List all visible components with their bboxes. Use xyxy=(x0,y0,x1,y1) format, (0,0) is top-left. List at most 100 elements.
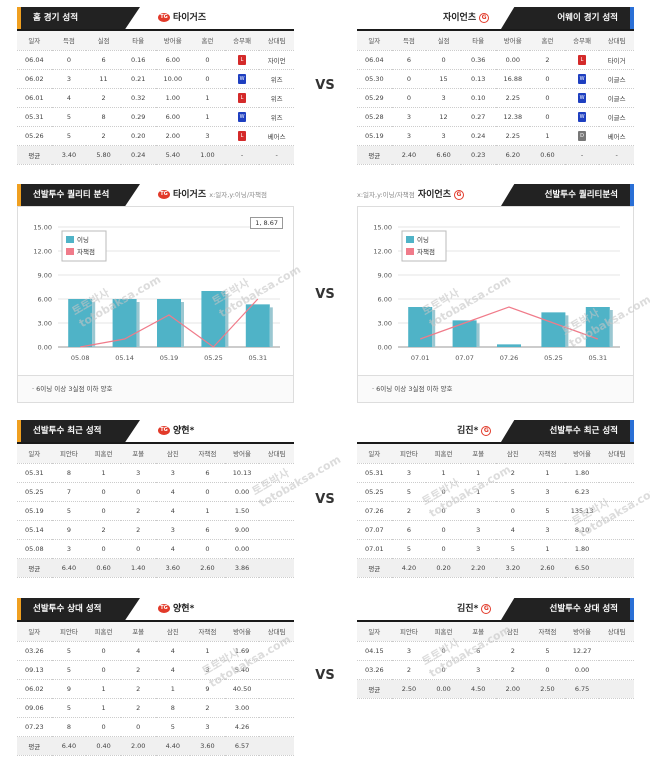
table-cell: D xyxy=(564,126,600,146)
table-cell xyxy=(599,660,634,680)
column-header: 피홈런 xyxy=(426,622,461,642)
table-cell: 4 xyxy=(155,641,191,661)
quality-panel-left: 선발투수 퀄리티 분석 TG 타이거즈 x:일자,y:이닝/자책점 0.00 3.0… xyxy=(17,184,294,403)
table-cell: 07.07 xyxy=(357,520,392,540)
table-cell: 0 xyxy=(495,501,531,521)
table-cell: 15 xyxy=(426,69,461,89)
table-cell: 6 xyxy=(190,520,225,540)
table-row: 05.31 5 8 0.29 6.00 1 W 위즈 xyxy=(17,107,294,127)
table-cell: 1 xyxy=(86,698,121,718)
table-cell: 6.60 xyxy=(426,145,461,165)
table-cell xyxy=(599,520,634,540)
table-cell: 09.06 xyxy=(17,698,52,718)
table-cell: 0 xyxy=(190,69,225,89)
chart-right-svg: 0.00 3.00 6.00 9.00 12.00 15.00 07.01 07.07 07.2… xyxy=(373,224,620,362)
table-cell: 3 xyxy=(460,539,496,559)
table-cell: 2 xyxy=(86,126,121,146)
table-cell: 0 xyxy=(86,641,121,661)
table-cell: 0 xyxy=(120,539,156,559)
table-cell: 0.00 xyxy=(224,482,260,502)
table-cell: 0 xyxy=(86,539,121,559)
table-cell: 3.60 xyxy=(155,558,191,578)
result-badge: L xyxy=(238,54,247,65)
y-tick-label: 6.00 xyxy=(38,296,52,304)
table-average-row: 평균 3.40 5.80 0.24 5.40 1.00- - xyxy=(17,145,294,165)
table-cell: 위즈 xyxy=(259,69,294,89)
panel-header: 선발투수 최근 성적 TG 양현* xyxy=(17,420,294,442)
table-cell: 0.40 xyxy=(86,736,121,756)
table-cell: 0 xyxy=(530,88,565,108)
column-header: 일자 xyxy=(17,31,52,51)
pitcher-recent-table-right: 일자 피안타 피홈런 포볼 삼진 자책점 방어율 상대팀 05.31 3 1 1 2 1 1.80 05.25… xyxy=(357,444,634,578)
column-header: 상대팀 xyxy=(599,31,634,51)
pitcher-name: 김진* G xyxy=(457,598,494,620)
column-header: 방어율 xyxy=(564,622,600,642)
table-cell: 3 xyxy=(391,641,427,661)
table-cell: 1 xyxy=(190,107,225,127)
column-header: 피안타 xyxy=(391,622,427,642)
table-cell xyxy=(259,641,294,661)
panel-header: 홈 경기 성적 TG 타이거즈 xyxy=(17,7,294,29)
table-cell: 0 xyxy=(426,660,461,680)
pitcher-recent-table-left: 일자 피안타 피홈런 포볼 삼진 자책점 방어율 상대팀 05.31 8 1 3 3 6 10.13 05.2… xyxy=(17,444,294,578)
table-cell: 0 xyxy=(426,482,461,502)
table-cell: 3.00 xyxy=(224,698,260,718)
column-header: 타율 xyxy=(460,31,496,51)
table-cell: 3 xyxy=(155,520,191,540)
table-cell: 3 xyxy=(460,660,496,680)
column-header: 방어율 xyxy=(224,622,260,642)
table-cell: 5 xyxy=(51,641,87,661)
quality-panel-right: x:일자,y:이닝/자책점 자이언츠 G 선발투수 퀄리티분석 0.00 3.00 6… xyxy=(357,184,634,403)
table-cell: 6.23 xyxy=(564,482,600,502)
table-row: 05.26 5 2 0.20 2.00 3 L 베어스 xyxy=(17,126,294,146)
table-cell: 03.26 xyxy=(357,660,392,680)
table-row: 07.23 8 0 0 5 3 4.26 xyxy=(17,717,294,737)
table-cell: 1 xyxy=(530,126,565,146)
table-cell: 8 xyxy=(51,463,87,483)
table-cell: 3.40 xyxy=(51,145,87,165)
column-header: 일자 xyxy=(357,444,392,464)
table-cell: 1 xyxy=(86,463,121,483)
column-header: 실점 xyxy=(426,31,461,51)
table-cell: 2 xyxy=(120,520,156,540)
legend-swatch-earned-runs xyxy=(66,248,74,255)
table-cell: 05.31 xyxy=(17,463,52,483)
column-header: 피안타 xyxy=(51,622,87,642)
bar-shadow xyxy=(476,323,480,347)
table-cell: 3 xyxy=(530,482,565,502)
table-header: 일자 피안타 피홈런 포볼 삼진 자책점 방어율 상대팀 xyxy=(357,444,634,464)
table-cell: W xyxy=(564,88,600,108)
team-name: TG 타이거즈 x:일자,y:이닝/자책점 xyxy=(155,184,267,206)
table-cell: 3 xyxy=(426,126,461,146)
table-cell: 9 xyxy=(51,520,87,540)
table-cell: 5 xyxy=(51,126,87,146)
x-tick-label: 05.31 xyxy=(588,354,607,362)
table-cell: 2 xyxy=(120,679,156,699)
table-header: 일자 득점 실점 타율 방어율 홈런 승무패 상대팀 xyxy=(17,31,294,51)
bar-shadow xyxy=(565,315,569,347)
table-cell: W xyxy=(224,107,260,127)
table-cell: 1 xyxy=(460,463,496,483)
table-cell: L xyxy=(564,50,600,70)
table-cell: 2 xyxy=(495,660,531,680)
pitcher-vs-panel-left: 선발투수 상대 성적 TG 양현* 일자 피안타 피홈런 포볼 삼진 자책점 방어율 상대팀 03… xyxy=(17,598,294,756)
table-cell: 0.60 xyxy=(530,145,565,165)
table-cell xyxy=(599,463,634,483)
panel-header: 자이언츠 G 어웨이 경기 성적 xyxy=(357,7,634,29)
table-cell: 0.27 xyxy=(460,107,496,127)
column-header: 방어율 xyxy=(495,31,531,51)
table-header: 일자 피안타 피홈런 포볼 삼진 자책점 방어율 상대팀 xyxy=(17,444,294,464)
table-cell: 2.40 xyxy=(391,145,427,165)
table-cell: 1 xyxy=(190,501,225,521)
column-header: 포볼 xyxy=(120,622,156,642)
team-name: x:일자,y:이닝/자책점 자이언츠 G xyxy=(357,184,467,206)
team-name: TG 타이거즈 xyxy=(155,7,206,29)
table-cell: 1 xyxy=(530,463,565,483)
table-cell: - xyxy=(259,145,294,165)
table-cell: 3 xyxy=(190,717,225,737)
column-header: 일자 xyxy=(17,622,52,642)
pitcher-name: TG 양현* xyxy=(155,420,194,442)
table-cell: 8.10 xyxy=(564,520,600,540)
quality-note: · 6이닝 이상 3실점 이하 양호 xyxy=(17,376,294,403)
column-header: 상대팀 xyxy=(259,622,294,642)
